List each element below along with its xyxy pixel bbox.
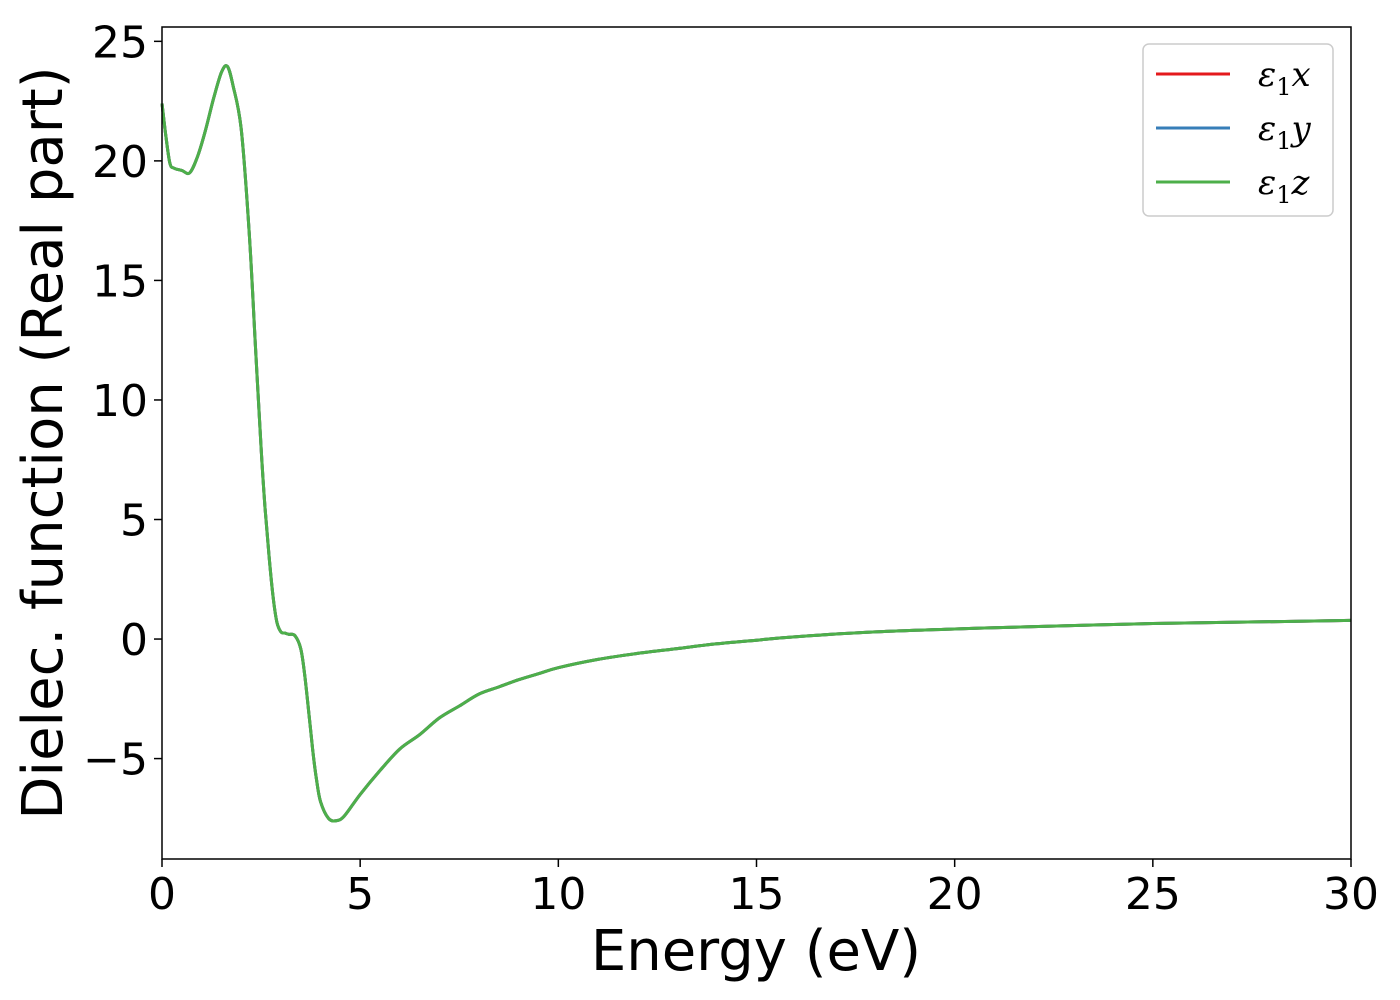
y-axis-ticks: −5 0 5 10 15 20 25 xyxy=(83,17,162,786)
legend-label-z: ε1z xyxy=(1258,163,1311,209)
x-tick-label: 10 xyxy=(530,869,586,920)
y-tick-label: −5 xyxy=(83,735,148,786)
y-tick-label: 5 xyxy=(120,496,148,547)
x-tick-label: 25 xyxy=(1125,869,1181,920)
legend-label-base: ε xyxy=(1258,163,1276,203)
legend-label-x: ε1x xyxy=(1258,55,1311,101)
legend-label-subscript: 1 xyxy=(1276,181,1291,209)
legend-label-subscript: 1 xyxy=(1276,127,1291,155)
x-axis-ticks: 0 5 10 15 20 25 30 xyxy=(148,859,1379,920)
legend-box xyxy=(1142,43,1334,217)
legend-label-suffix: y xyxy=(1290,109,1312,149)
y-tick-label: 10 xyxy=(92,376,148,427)
x-tick-label: 0 xyxy=(148,869,176,920)
legend-label-y: ε1y xyxy=(1258,109,1312,155)
series-line-z xyxy=(160,64,1352,823)
x-tick-label: 30 xyxy=(1323,869,1379,920)
legend-label-base: ε xyxy=(1258,55,1276,95)
legend-label-subscript: 1 xyxy=(1276,73,1291,101)
y-tick-label: 15 xyxy=(92,256,148,307)
series-layer xyxy=(160,64,1352,823)
legend-label-base: ε xyxy=(1258,109,1276,149)
y-tick-label: 20 xyxy=(92,137,148,188)
x-tick-label: 15 xyxy=(729,869,785,920)
x-tick-label: 5 xyxy=(346,869,374,920)
x-tick-label: 20 xyxy=(927,869,983,920)
y-tick-label: 0 xyxy=(120,615,148,666)
legend-label-suffix: z xyxy=(1291,163,1311,203)
legend-label-suffix: x xyxy=(1292,55,1311,95)
y-tick-label: 25 xyxy=(92,17,148,68)
y-axis-title: Dielec. function (Real part) xyxy=(11,66,76,819)
x-axis-title: Energy (eV) xyxy=(591,919,921,984)
